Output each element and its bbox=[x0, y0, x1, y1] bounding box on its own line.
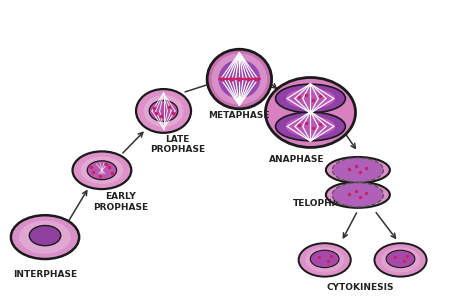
Ellipse shape bbox=[286, 116, 335, 136]
Text: LATE
PROPHASE: LATE PROPHASE bbox=[150, 135, 205, 154]
Ellipse shape bbox=[335, 160, 381, 180]
Text: CYTOKINESIS: CYTOKINESIS bbox=[327, 283, 394, 292]
Ellipse shape bbox=[335, 185, 381, 205]
Text: INTERPHASE: INTERPHASE bbox=[13, 270, 77, 279]
Ellipse shape bbox=[29, 226, 61, 246]
Ellipse shape bbox=[275, 84, 346, 113]
Ellipse shape bbox=[275, 112, 346, 141]
Text: TELOPHASE: TELOPHASE bbox=[292, 199, 352, 208]
Ellipse shape bbox=[212, 54, 267, 105]
Ellipse shape bbox=[326, 182, 390, 208]
Ellipse shape bbox=[299, 243, 351, 277]
Ellipse shape bbox=[136, 89, 191, 133]
Ellipse shape bbox=[207, 49, 272, 109]
Ellipse shape bbox=[11, 215, 79, 259]
Ellipse shape bbox=[81, 157, 123, 184]
Ellipse shape bbox=[219, 60, 260, 98]
Text: EARLY
PROPHASE: EARLY PROPHASE bbox=[93, 192, 148, 212]
Ellipse shape bbox=[73, 151, 131, 189]
Ellipse shape bbox=[332, 158, 383, 182]
Ellipse shape bbox=[149, 100, 178, 122]
Ellipse shape bbox=[265, 78, 356, 147]
Ellipse shape bbox=[87, 161, 117, 180]
Ellipse shape bbox=[305, 247, 344, 272]
Ellipse shape bbox=[310, 250, 339, 268]
Text: METAPHASE: METAPHASE bbox=[209, 111, 270, 120]
Ellipse shape bbox=[144, 95, 183, 127]
Ellipse shape bbox=[326, 157, 390, 183]
Text: ANAPHASE: ANAPHASE bbox=[268, 155, 324, 164]
Ellipse shape bbox=[374, 243, 427, 277]
Ellipse shape bbox=[386, 250, 415, 268]
Ellipse shape bbox=[286, 88, 335, 109]
Ellipse shape bbox=[19, 220, 71, 254]
Ellipse shape bbox=[381, 247, 420, 272]
Ellipse shape bbox=[332, 183, 383, 207]
